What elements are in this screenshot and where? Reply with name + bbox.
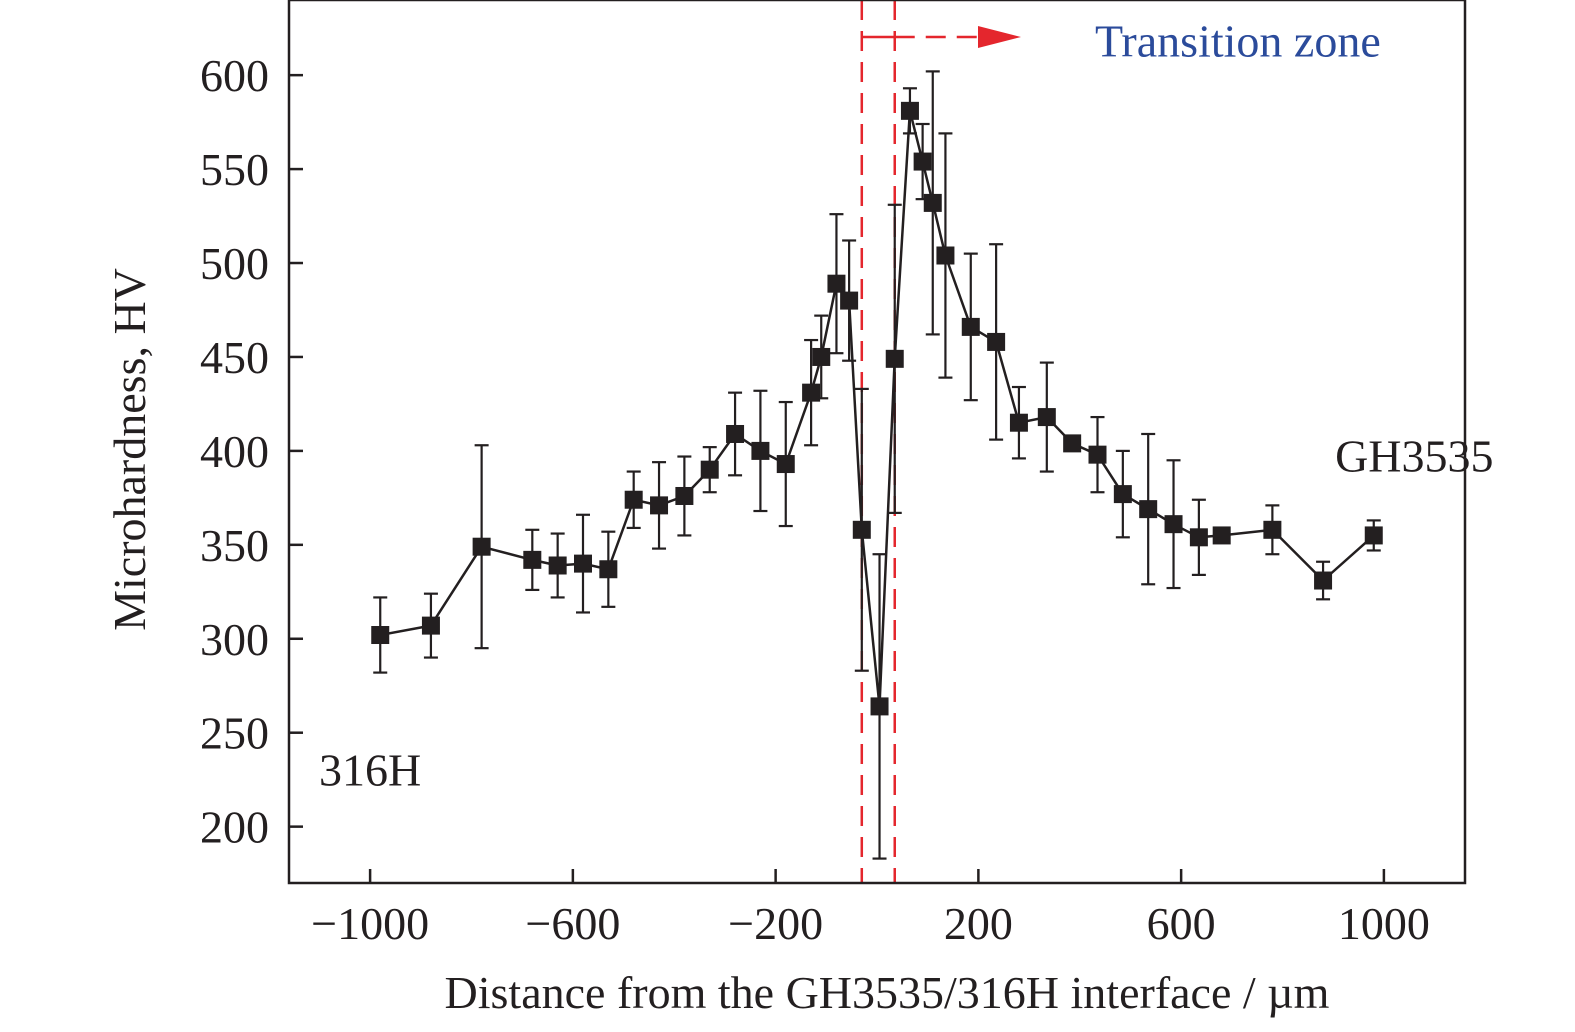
data-point [923, 193, 942, 212]
data-point [802, 383, 821, 402]
data-point [624, 490, 643, 509]
data-point [472, 537, 491, 556]
y-tick-label: 450 [200, 332, 269, 383]
data-point [1364, 526, 1383, 545]
data-point [1009, 413, 1028, 432]
y-tick-label: 600 [200, 50, 269, 101]
x-tick-label: −600 [525, 898, 620, 949]
data-point [961, 317, 980, 336]
x-tick-label: −1000 [311, 898, 429, 949]
error-bars [373, 70, 1381, 860]
data-point [1164, 515, 1183, 534]
label-316h: 316H [319, 744, 421, 795]
x-tick-label: −200 [728, 898, 823, 949]
y-tick-label: 350 [200, 520, 269, 571]
data-point [650, 496, 669, 515]
data-point [870, 697, 889, 716]
x-axis-title: Distance from the GH3535/316H interface … [445, 967, 1330, 1018]
plot-frame [287, 0, 1467, 885]
annotations: 316H GH3535 Transition zone [319, 15, 1494, 795]
data-point [776, 455, 795, 474]
zone-arrow-head [978, 26, 1021, 48]
data-point [751, 441, 770, 460]
data-point [421, 616, 440, 635]
data-point [936, 246, 955, 265]
x-tick-label: 1000 [1338, 898, 1430, 949]
data-point [827, 274, 846, 293]
axes: −1000 −600 −200 200 600 1000 200 250 300 350 400 45… [200, 0, 1467, 949]
data-point [840, 291, 859, 310]
data-point [1314, 571, 1333, 590]
data-point [1139, 500, 1158, 519]
data-point [987, 332, 1006, 351]
data-line-layer [379, 109, 1375, 708]
x-tick-label: 200 [944, 898, 1013, 949]
data-point [1063, 434, 1082, 453]
transition-zone-label: Transition zone [1095, 15, 1381, 66]
y-tick-label: 500 [200, 238, 269, 289]
data-point [885, 349, 904, 368]
data-point [1212, 526, 1231, 545]
y-tick-label: 250 [200, 708, 269, 759]
data-point [900, 101, 919, 120]
series-line [379, 109, 1375, 708]
data-point [675, 486, 694, 505]
x-tick-label: 600 [1147, 898, 1216, 949]
data-point [1037, 408, 1056, 427]
data-markers [371, 101, 1383, 716]
data-point [726, 424, 745, 443]
data-point [548, 556, 567, 575]
y-tick-label: 300 [200, 614, 269, 665]
y-tick-label: 200 [200, 802, 269, 853]
data-point [812, 347, 831, 366]
data-point [523, 550, 542, 569]
data-point [599, 560, 618, 579]
data-point [852, 520, 871, 539]
data-point [1088, 445, 1107, 464]
label-gh3535: GH3535 [1335, 431, 1493, 482]
data-point [1113, 485, 1132, 504]
y-tick-label: 400 [200, 426, 269, 477]
data-point [1263, 520, 1282, 539]
data-point [700, 460, 719, 479]
data-point [574, 554, 592, 573]
data-point [371, 626, 390, 645]
data-point [913, 152, 932, 171]
y-axis-title: Microhardness, HV [104, 268, 155, 631]
data-point [1189, 528, 1208, 547]
y-tick-label: 550 [200, 144, 269, 195]
